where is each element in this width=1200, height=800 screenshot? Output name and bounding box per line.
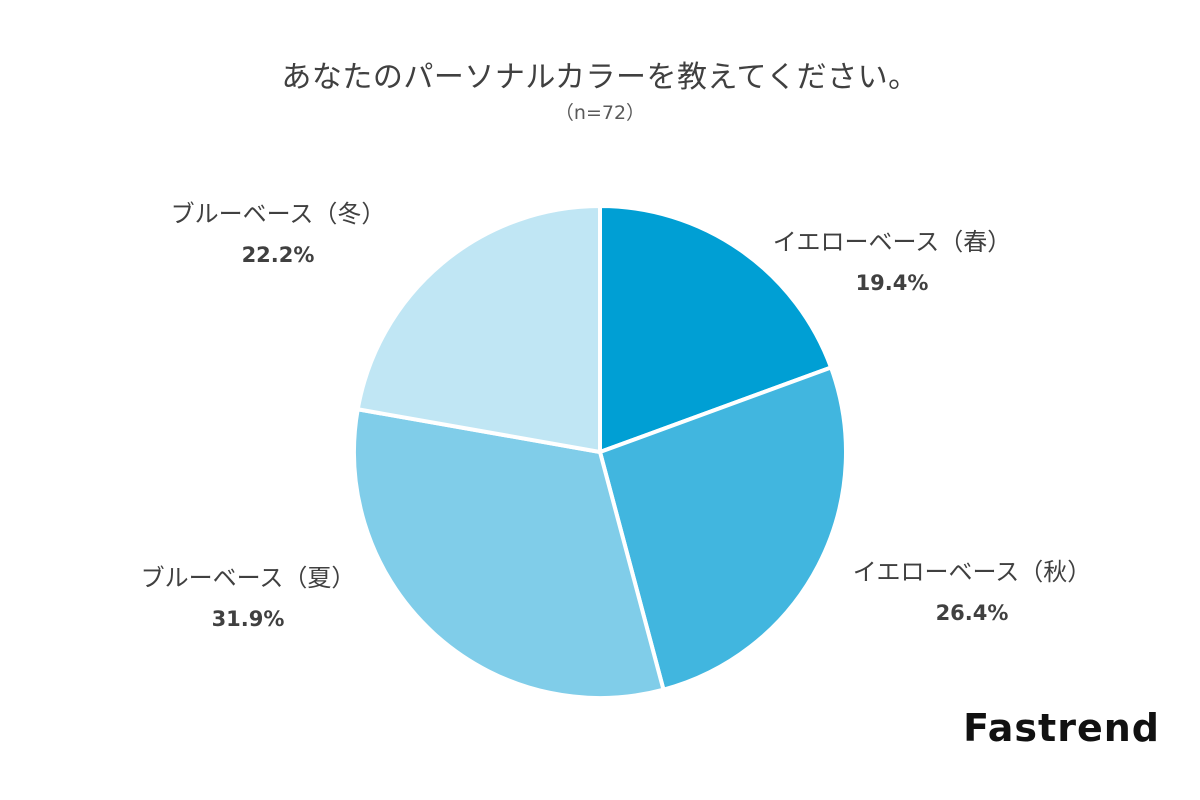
chart-subtitle: （n=72） (554, 102, 646, 124)
slice-value-blue-summer: 31.9% (212, 607, 285, 631)
slice-value-yellow-autumn: 26.4% (936, 601, 1009, 625)
slice-label-blue-winter: ブルーベース（冬） (171, 200, 386, 228)
pie-slice-blue-winter (355, 204, 602, 454)
slice-label-yellow-autumn: イエローベース（秋） (853, 558, 1092, 586)
chart-title: あなたのパーソナルカラーを教えてください。 (281, 60, 919, 95)
pie-slices (352, 204, 848, 700)
slice-value-blue-winter: 22.2% (242, 243, 315, 267)
slice-value-yellow-spring: 19.4% (856, 271, 929, 295)
pie-slice-yellow-spring (598, 204, 834, 454)
pie-labels: イエローベース（春） 19.4% イエローベース（秋） 26.4% ブルーベース（夏） 3… (141, 200, 1092, 631)
slice-label-yellow-spring: イエローベース（春） (773, 228, 1012, 256)
pie-slice-blue-summer (352, 407, 666, 700)
fastrend-logo: Fastrend (963, 706, 1160, 750)
pie-slice-yellow-autumn (598, 365, 848, 692)
slice-label-blue-summer: ブルーベース（夏） (141, 564, 356, 592)
